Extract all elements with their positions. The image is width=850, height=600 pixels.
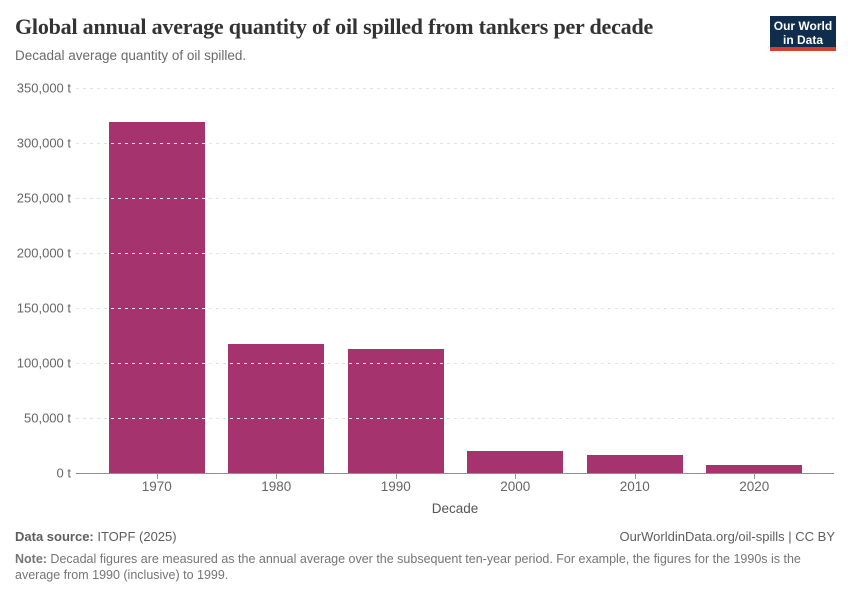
- y-tick-label: 150,000 t: [16, 300, 71, 316]
- y-tick-label: 250,000 t: [16, 190, 71, 206]
- page-title: Global annual average quantity of oil sp…: [15, 14, 654, 39]
- x-tick-label-1970: 1970: [141, 479, 172, 494]
- x-tick-label-1990: 1990: [380, 479, 411, 494]
- plot-area: [76, 88, 834, 479]
- owid-logo[interactable]: Our World in Data: [770, 16, 836, 51]
- x-tick-label-2010: 2010: [619, 479, 650, 494]
- y-tick-label: 300,000 t: [16, 135, 71, 151]
- gridline: [76, 253, 834, 254]
- y-tick-label: 100,000 t: [16, 355, 71, 371]
- note-label: Note:: [15, 552, 47, 566]
- gridline: [76, 88, 834, 89]
- x-axis-labels: 1970 1980 1990 2000 2010 2020: [97, 479, 814, 494]
- y-tick-label: 0 t: [56, 465, 71, 481]
- gridline: [76, 418, 834, 419]
- x-tick-mark: [156, 474, 158, 479]
- bar-1980[interactable]: [228, 343, 325, 473]
- bar-2000[interactable]: [467, 451, 564, 473]
- bars-container: [97, 88, 815, 479]
- bar-1970[interactable]: [108, 122, 205, 473]
- gridline: [76, 363, 834, 364]
- data-source-value: ITOPF (2025): [93, 529, 177, 544]
- x-tick-mark: [634, 474, 636, 479]
- y-tick-label: 200,000 t: [16, 245, 71, 261]
- y-tick-label: 350,000 t: [16, 80, 71, 96]
- gridline: [76, 198, 834, 199]
- band-2010: [575, 88, 695, 479]
- x-tick-mark: [754, 474, 756, 479]
- gridline: [76, 143, 834, 144]
- owid-logo-line2: in Data: [782, 33, 823, 47]
- note-text: Decadal figures are measured as the annu…: [15, 552, 801, 582]
- band-1990: [336, 88, 456, 479]
- data-source: Data source: ITOPF (2025): [15, 529, 177, 544]
- x-tick-label-2000: 2000: [500, 479, 531, 494]
- footer-source-row: Data source: ITOPF (2025) OurWorldinData…: [15, 529, 835, 544]
- x-tick-label-1980: 1980: [261, 479, 292, 494]
- bar-2020[interactable]: [706, 465, 803, 473]
- x-tick-label-2020: 2020: [739, 479, 770, 494]
- x-axis-title: Decade: [431, 501, 479, 516]
- band-1970: [97, 88, 217, 479]
- footer-note: Note: Decadal figures are measured as th…: [15, 551, 820, 583]
- bar-1990[interactable]: [347, 348, 444, 473]
- chart-subtitle: Decadal average quantity of oil spilled.: [15, 48, 247, 63]
- band-2020: [695, 88, 815, 479]
- x-axis-line: [76, 473, 834, 474]
- y-axis-labels: 0 t 50,000 t 100,000 t 150,000 t 200,000 t 25…: [0, 81, 71, 481]
- owid-logo-line1: Our World: [773, 19, 833, 33]
- band-2000: [456, 88, 576, 479]
- x-tick-mark: [515, 474, 517, 479]
- x-tick-mark: [276, 474, 278, 479]
- data-source-label: Data source:: [15, 529, 94, 544]
- bar-2010[interactable]: [586, 455, 683, 473]
- y-tick-label: 50,000 t: [24, 410, 71, 426]
- attribution-link[interactable]: OurWorldinData.org/oil-spills | CC BY: [619, 529, 835, 544]
- x-tick-mark: [395, 474, 397, 479]
- band-1980: [217, 88, 337, 479]
- gridline: [76, 308, 834, 309]
